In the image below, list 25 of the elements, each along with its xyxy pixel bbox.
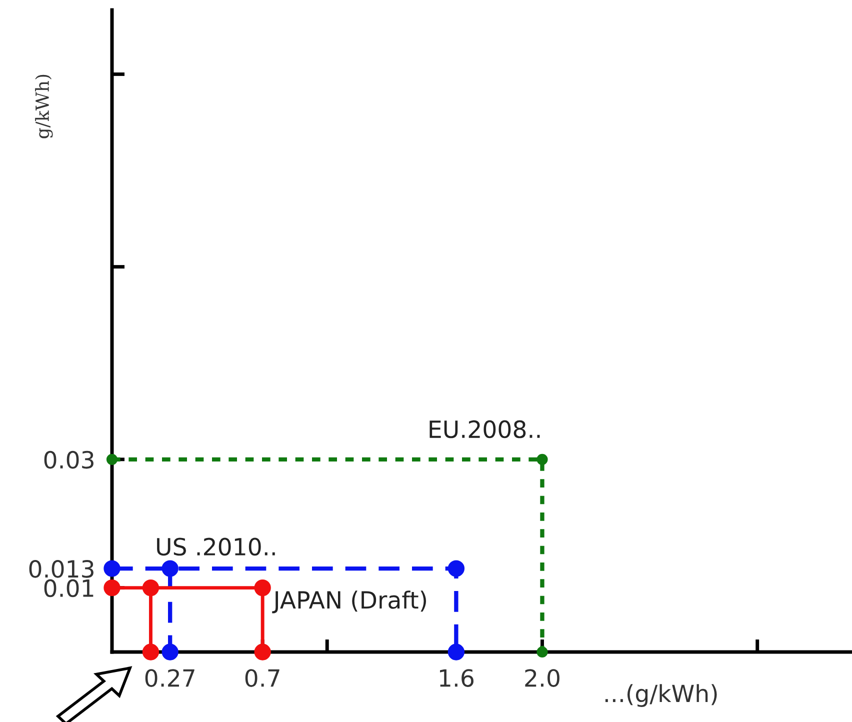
point: [254, 644, 271, 660]
y-tick-label: 0.01: [44, 579, 94, 598]
point: [142, 579, 160, 596]
point: [106, 454, 118, 465]
point: [104, 560, 120, 577]
point: [142, 644, 160, 660]
x-tick-label: 1.6: [440, 669, 474, 687]
text: 2.0: [525, 669, 560, 687]
point: [104, 579, 120, 596]
point: [536, 646, 548, 658]
point: [448, 644, 465, 660]
x-axis-title: ...(g/kWh): [605, 684, 717, 707]
point: [162, 560, 178, 577]
y-tick-label: 0.013: [29, 560, 94, 578]
y-tick-label: 0.03: [44, 450, 94, 469]
point: [448, 560, 465, 577]
series-label: EU.2008..: [430, 420, 540, 438]
series-label: US .2010..: [157, 538, 275, 556]
point: [162, 644, 178, 660]
point: [254, 579, 271, 596]
point: [536, 454, 548, 465]
series-label: JAPAN (Draft): [272, 590, 426, 614]
x-tick-label: 0.7: [245, 669, 280, 687]
x-tick-label: 0.27: [145, 669, 194, 687]
y-axis-title: g/kWh): [35, 74, 53, 138]
